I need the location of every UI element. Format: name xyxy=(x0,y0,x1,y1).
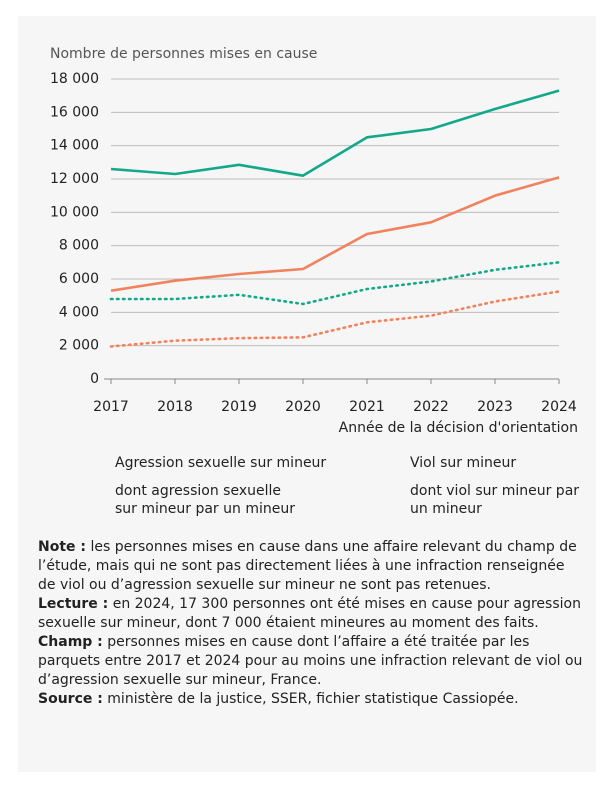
note: Champ : personnes mises en cause dont l’… xyxy=(38,633,586,690)
series-line xyxy=(110,176,560,292)
note: Source : ministère de la justice, SSER, … xyxy=(38,690,586,709)
x-tick-label: 2020 xyxy=(285,399,321,415)
note-text: ministère de la justice, SSER, fichier s… xyxy=(107,691,519,707)
y-tick-label: 2 000 xyxy=(59,338,99,354)
x-tick-label: 2017 xyxy=(93,399,129,415)
note-label: Champ : xyxy=(38,634,103,650)
note-label: Lecture : xyxy=(38,596,109,612)
legend-label: dont viol sur mineur par un mineur xyxy=(410,483,580,517)
series-line xyxy=(110,89,560,177)
note-text: les personnes mises en cause dans une af… xyxy=(38,539,577,593)
y-tick-label: 14 000 xyxy=(50,138,99,154)
x-tick-label: 2018 xyxy=(157,399,193,415)
y-tick-label: 4 000 xyxy=(59,304,99,320)
x-tick-label: 2021 xyxy=(349,399,385,415)
x-tick-label: 2023 xyxy=(477,399,513,415)
y-tick-label: 6 000 xyxy=(59,271,99,287)
x-tick-label: 2024 xyxy=(541,399,577,415)
series-line xyxy=(109,261,561,306)
y-tick-label: 18 000 xyxy=(50,71,99,87)
note: Note : les personnes mises en cause dans… xyxy=(38,538,586,595)
chart: Nombre de personnes mises en cause Année… xyxy=(50,46,578,436)
note-label: Note : xyxy=(38,539,86,555)
y-tick-label: 10 000 xyxy=(50,204,99,220)
note-label: Source : xyxy=(38,691,103,707)
x-tick-label: 2022 xyxy=(413,399,449,415)
note: Lecture : en 2024, 17 300 personnes ont … xyxy=(38,595,586,633)
y-tick-label: 12 000 xyxy=(50,171,99,187)
y-tick-label: 0 xyxy=(90,371,99,387)
legend-label: Viol sur mineur xyxy=(410,455,517,471)
y-tick-label: 16 000 xyxy=(50,104,99,120)
x-tick-label: 2019 xyxy=(221,399,257,415)
note-text: en 2024, 17 300 personnes ont été mises … xyxy=(38,596,581,631)
legend-label: Agression sexuelle sur mineur xyxy=(115,455,327,471)
note-text: personnes mises en cause dont l’affaire … xyxy=(38,634,583,688)
legend-label: dont agression sexuelle sur mineur par u… xyxy=(115,483,295,517)
y-tick-label: 8 000 xyxy=(59,238,99,254)
notes: Note : les personnes mises en cause dans… xyxy=(38,538,586,709)
y-axis-title: Nombre de personnes mises en cause xyxy=(50,46,317,62)
panel xyxy=(18,16,596,772)
x-axis-title: Année de la décision d'orientation xyxy=(339,420,578,436)
series-line xyxy=(109,290,561,348)
